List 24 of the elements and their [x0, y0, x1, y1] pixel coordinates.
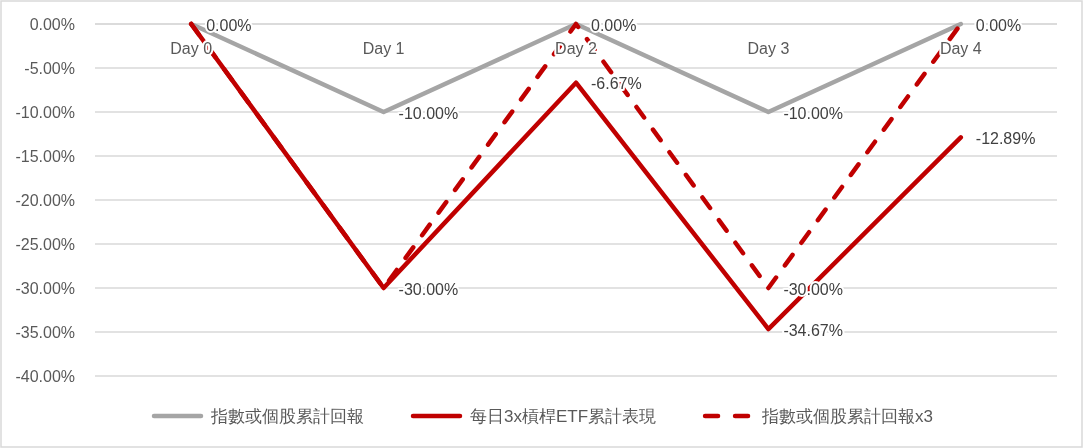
ytick-label: 0.00% [29, 15, 75, 33]
ytick-label: -20.00% [15, 191, 75, 209]
ytick-label: -10.00% [15, 103, 75, 121]
ytick-label: -25.00% [15, 235, 75, 253]
data-label: 0.00% [591, 16, 637, 34]
data-label: -6.67% [591, 75, 642, 93]
xtick-label: Day 4 [939, 39, 982, 57]
xtick-label: Day 1 [362, 39, 405, 57]
ytick-label: -15.00% [15, 147, 75, 165]
ytick-label: -5.00% [24, 59, 75, 77]
ytick-label: -35.00% [15, 323, 75, 341]
data-label: -12.89% [975, 129, 1036, 147]
data-label: -34.67% [783, 321, 843, 339]
legend-label: 每日3x槓桿ETF累計表現 [470, 406, 657, 426]
data-label: -10.00% [398, 104, 459, 122]
data-label: -30.00% [398, 280, 459, 298]
data-label: -10.00% [783, 104, 843, 122]
xtick-label: Day 3 [747, 39, 790, 57]
legend-label: 指數或個股累計回報 [211, 406, 364, 426]
ytick-label: -40.00% [15, 367, 75, 385]
data-label: 0.00% [975, 16, 1022, 34]
ytick-label: -30.00% [15, 279, 75, 297]
legend-label: 指數或個股累計回報x3 [762, 406, 933, 426]
data-label: 0.00% [206, 16, 252, 34]
